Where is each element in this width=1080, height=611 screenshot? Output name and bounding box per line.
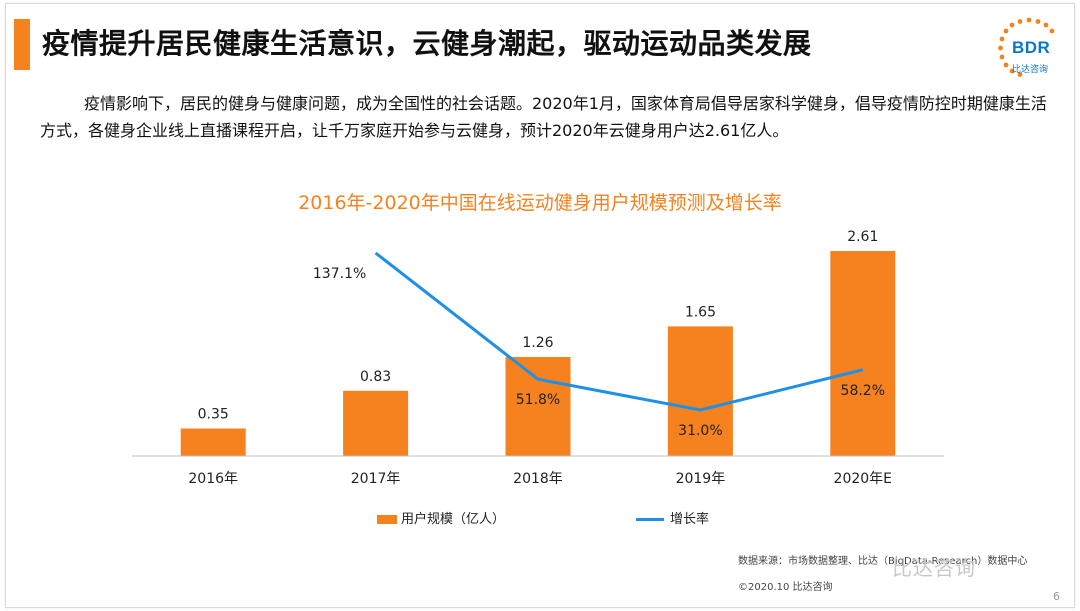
page-title: 疫情提升居民健康生活意识，云健身潮起，驱动运动品类发展 bbox=[42, 27, 812, 60]
x-tick-label: 2019年 bbox=[676, 471, 726, 487]
x-tick-label: 2020年E bbox=[834, 471, 892, 487]
bar-4 bbox=[667, 326, 733, 456]
rate-label: 51.8% bbox=[516, 392, 560, 408]
legend-line-label: 增长率 bbox=[670, 512, 710, 527]
chart-title: 2016年-2020年中国在线运动健身用户规模预测及增长率 bbox=[298, 192, 782, 214]
bar-5 bbox=[830, 251, 896, 456]
legend-line: 增长率 bbox=[636, 508, 709, 527]
logo-subtitle: 比达咨询 bbox=[1012, 65, 1049, 75]
copyright: ©2020.10 比达咨询 bbox=[738, 582, 833, 593]
logo-ring-icon bbox=[998, 17, 1055, 77]
legend-line-swatch bbox=[636, 518, 664, 521]
bar-value-label: 0.35 bbox=[198, 407, 229, 423]
bar-value-label: 0.83 bbox=[360, 369, 391, 385]
slide bbox=[5, 3, 1075, 608]
bar-value-label: 1.26 bbox=[522, 335, 553, 351]
rate-label: 31.0% bbox=[678, 423, 722, 439]
bar-value-label: 2.61 bbox=[847, 229, 878, 245]
bar-2 bbox=[343, 390, 409, 456]
title-accent-bar bbox=[14, 19, 30, 70]
x-tick-label: 2016年 bbox=[188, 471, 238, 487]
rate-label: 137.1% bbox=[313, 266, 366, 282]
page-number: 6 bbox=[1053, 590, 1060, 603]
bdr-logo: BDR 比达咨询 bbox=[994, 14, 1064, 80]
watermark: 比达咨询 bbox=[892, 556, 976, 580]
bar-3 bbox=[505, 357, 571, 456]
logo-text: BDR bbox=[1012, 38, 1051, 57]
rate-label: 58.2% bbox=[841, 383, 885, 399]
legend-bar-swatch bbox=[377, 515, 397, 524]
legend-bar-label: 用户规模（亿人） bbox=[401, 512, 506, 527]
data-source: 数据来源：市场数据整理、比达（BigData-Research）数据中心 bbox=[738, 556, 1028, 567]
x-tick-label: 2018年 bbox=[513, 471, 563, 487]
growth-rate-line bbox=[374, 251, 864, 412]
x-tick-label: 2017年 bbox=[351, 471, 401, 487]
intro-paragraph: 疫情影响下，居民的健身与健康问题，成为全国性的社会话题。2020年1月，国家体育… bbox=[40, 94, 1047, 140]
bar-1 bbox=[180, 428, 246, 456]
legend-bar: 用户规模（亿人） bbox=[377, 508, 505, 527]
bar-value-label: 1.65 bbox=[685, 304, 716, 320]
